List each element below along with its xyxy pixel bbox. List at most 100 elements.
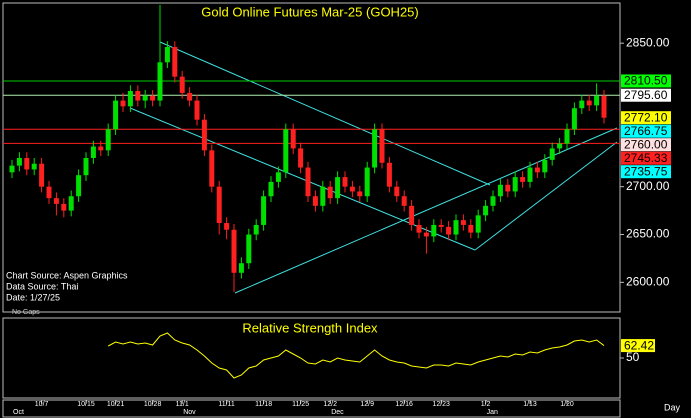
candle-body — [349, 186, 355, 192]
x-tick-label: 10/28 — [144, 401, 162, 408]
level-label: 2760.00 — [624, 137, 668, 151]
candle-body — [105, 129, 111, 151]
candle-body — [164, 47, 170, 63]
candle-body — [290, 129, 296, 149]
x-tick-label: 12/23 — [432, 401, 450, 408]
candle-body — [320, 186, 326, 206]
candle-body — [246, 234, 252, 264]
candle-body — [83, 157, 89, 176]
candle-body — [216, 186, 222, 224]
x-tick-label: 1/2 — [481, 401, 491, 408]
candle-body — [135, 91, 141, 101]
level-box — [621, 111, 671, 125]
candle-body — [187, 92, 193, 101]
x-axis-strip — [2, 399, 621, 418]
x-tick-label: 12/2 — [323, 401, 337, 408]
candle-body — [549, 148, 555, 160]
candle-body — [224, 223, 230, 230]
y-tick-label: 2600.00 — [626, 275, 670, 289]
candle-body — [275, 172, 281, 182]
rsi-value-box — [621, 339, 655, 353]
candle-body — [39, 163, 45, 187]
candle-body — [468, 224, 474, 233]
level-label: 2735.75 — [624, 164, 668, 178]
y-tick-label: 2850.00 — [626, 35, 670, 49]
month-label: Nov — [183, 409, 196, 416]
rsi-line — [107, 332, 605, 379]
candle-body — [490, 196, 496, 206]
candle-body — [61, 203, 67, 211]
candle-body — [401, 196, 407, 206]
annotation: Data Source: Thai — [6, 281, 78, 291]
candle-body — [335, 177, 341, 199]
candle-body — [460, 220, 466, 225]
candle-body — [357, 191, 363, 197]
candle-body — [542, 159, 548, 173]
candle-body — [24, 157, 30, 170]
candle-body — [113, 100, 119, 130]
candle-body — [238, 263, 244, 273]
x-tick-label: 11/1 — [176, 401, 189, 408]
candle-body — [520, 177, 526, 182]
candle-body — [453, 220, 459, 235]
candle-body — [409, 205, 415, 225]
x-tick-label: 10/7 — [35, 401, 49, 408]
x-tick-label: 11/25 — [292, 401, 309, 408]
x-tick-label: 12/16 — [395, 401, 413, 408]
candle-body — [179, 76, 185, 93]
month-label: Oct — [13, 409, 24, 416]
x-tick-label: 10/21 — [107, 401, 125, 408]
candle-body — [327, 186, 333, 199]
candle-body — [142, 95, 148, 101]
candle-body — [342, 177, 348, 187]
candle-body — [497, 184, 503, 197]
candle-body — [31, 163, 37, 170]
level-label: 2810.50 — [624, 74, 668, 88]
candle-body — [120, 100, 126, 107]
candle-body — [571, 108, 577, 130]
x-tick-label: 1/20 — [560, 401, 574, 408]
candle-body — [564, 129, 570, 144]
candle-body — [298, 148, 304, 168]
annotation: Date: 1/27/25 — [6, 292, 60, 302]
level-box — [621, 124, 671, 138]
candle-body — [16, 157, 22, 166]
level-label: 2745.33 — [624, 151, 668, 165]
candle-body — [594, 95, 600, 106]
candle-body — [283, 129, 289, 173]
candle-body — [601, 95, 607, 118]
x-tick-label: 11/11 — [218, 401, 235, 408]
candle-body — [201, 119, 207, 151]
level-box — [621, 74, 671, 88]
level-box — [621, 88, 671, 102]
candle-body — [438, 224, 444, 227]
candle-body — [76, 175, 82, 197]
candle-body — [431, 224, 437, 237]
level-box — [621, 151, 671, 165]
candle-body — [194, 100, 200, 120]
month-label: Dec — [331, 409, 344, 416]
price-panel — [2, 2, 621, 313]
candle-body — [423, 232, 429, 237]
y-tick-label: 2650.00 — [626, 227, 670, 241]
candle-body — [261, 196, 267, 225]
candle-body — [557, 143, 563, 149]
level-box — [621, 138, 671, 152]
candle-body — [312, 196, 318, 206]
trendline — [474, 141, 618, 251]
candle-body — [483, 205, 489, 216]
candle-body — [150, 95, 156, 101]
candle-body — [475, 215, 481, 233]
note: No Gaps — [12, 309, 40, 316]
level-label: 2766.75 — [624, 124, 668, 138]
level-label: 2795.60 — [624, 88, 668, 102]
candle-body — [394, 186, 400, 197]
candle-body — [46, 186, 52, 199]
candle-body — [68, 196, 74, 211]
trendline — [159, 41, 491, 186]
candle-body — [98, 146, 104, 151]
candle-body — [372, 129, 378, 168]
annotation: Chart Source: Aspen Graphics — [6, 270, 128, 280]
candle-body — [416, 224, 422, 233]
